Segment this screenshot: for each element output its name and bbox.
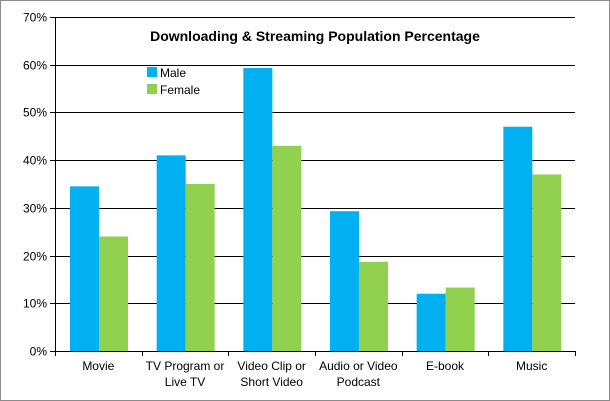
legend-label-male: Male xyxy=(160,66,186,80)
y-tick-label: 30% xyxy=(23,202,47,216)
grid-layer xyxy=(55,17,575,304)
x-tick-label: Audio or Video xyxy=(319,359,398,373)
legend-swatch-female xyxy=(147,84,157,94)
x-tick-label: Music xyxy=(516,359,547,373)
x-tick-label: Podcast xyxy=(337,375,381,389)
axis-layer: 0% 10% 20% 30% 40% 50% 60% 70% Movie TV Program o… xyxy=(23,11,576,389)
y-tick-label: 40% xyxy=(23,154,47,168)
x-tick-label: Video Clip or xyxy=(237,359,305,373)
x-tick-label: Short Video xyxy=(240,375,303,389)
bar-male-3 xyxy=(330,211,359,351)
y-tick-label: 10% xyxy=(23,297,47,311)
x-tick-label: E-book xyxy=(426,359,465,373)
bar-male-5 xyxy=(503,126,533,351)
legend-label-female: Female xyxy=(160,83,200,97)
bar-female-0 xyxy=(99,236,128,351)
bar-male-0 xyxy=(70,186,99,351)
bar-female-5 xyxy=(532,174,562,351)
x-tick-label: Live TV xyxy=(165,375,205,389)
bar-male-2 xyxy=(243,68,273,351)
x-tick-label: Movie xyxy=(82,359,114,373)
bar-female-4 xyxy=(445,287,475,351)
x-tick-label: TV Program or xyxy=(146,359,225,373)
bar-male-1 xyxy=(156,155,186,351)
bar-female-3 xyxy=(359,261,388,351)
y-tick-label: 50% xyxy=(23,106,47,120)
bar-male-4 xyxy=(416,293,446,351)
chart-title: Downloading & Streaming Population Perce… xyxy=(150,28,480,44)
y-tick-label: 70% xyxy=(23,11,47,25)
bar-layer xyxy=(70,68,562,351)
y-tick-label: 20% xyxy=(23,250,47,264)
legend: Male Female xyxy=(147,66,200,97)
legend-swatch-male xyxy=(147,67,157,77)
y-tick-label: 60% xyxy=(23,59,47,73)
bar-female-2 xyxy=(272,145,302,351)
y-tick-label: 0% xyxy=(30,345,48,359)
bar-female-1 xyxy=(185,184,215,351)
